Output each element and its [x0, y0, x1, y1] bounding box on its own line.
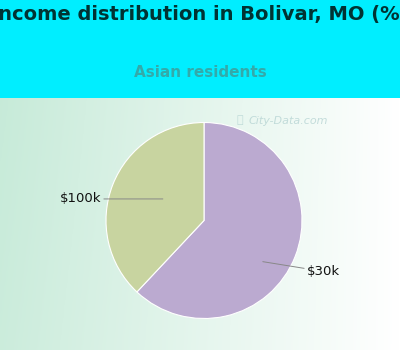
Text: City-Data.com: City-Data.com: [248, 116, 328, 126]
Text: $100k: $100k: [60, 193, 163, 205]
Wedge shape: [137, 122, 302, 318]
Text: Asian residents: Asian residents: [134, 65, 266, 80]
Text: Income distribution in Bolivar, MO (%): Income distribution in Bolivar, MO (%): [0, 5, 400, 24]
Text: $30k: $30k: [263, 262, 340, 278]
Wedge shape: [106, 122, 204, 292]
Text: ⦾: ⦾: [237, 116, 243, 126]
